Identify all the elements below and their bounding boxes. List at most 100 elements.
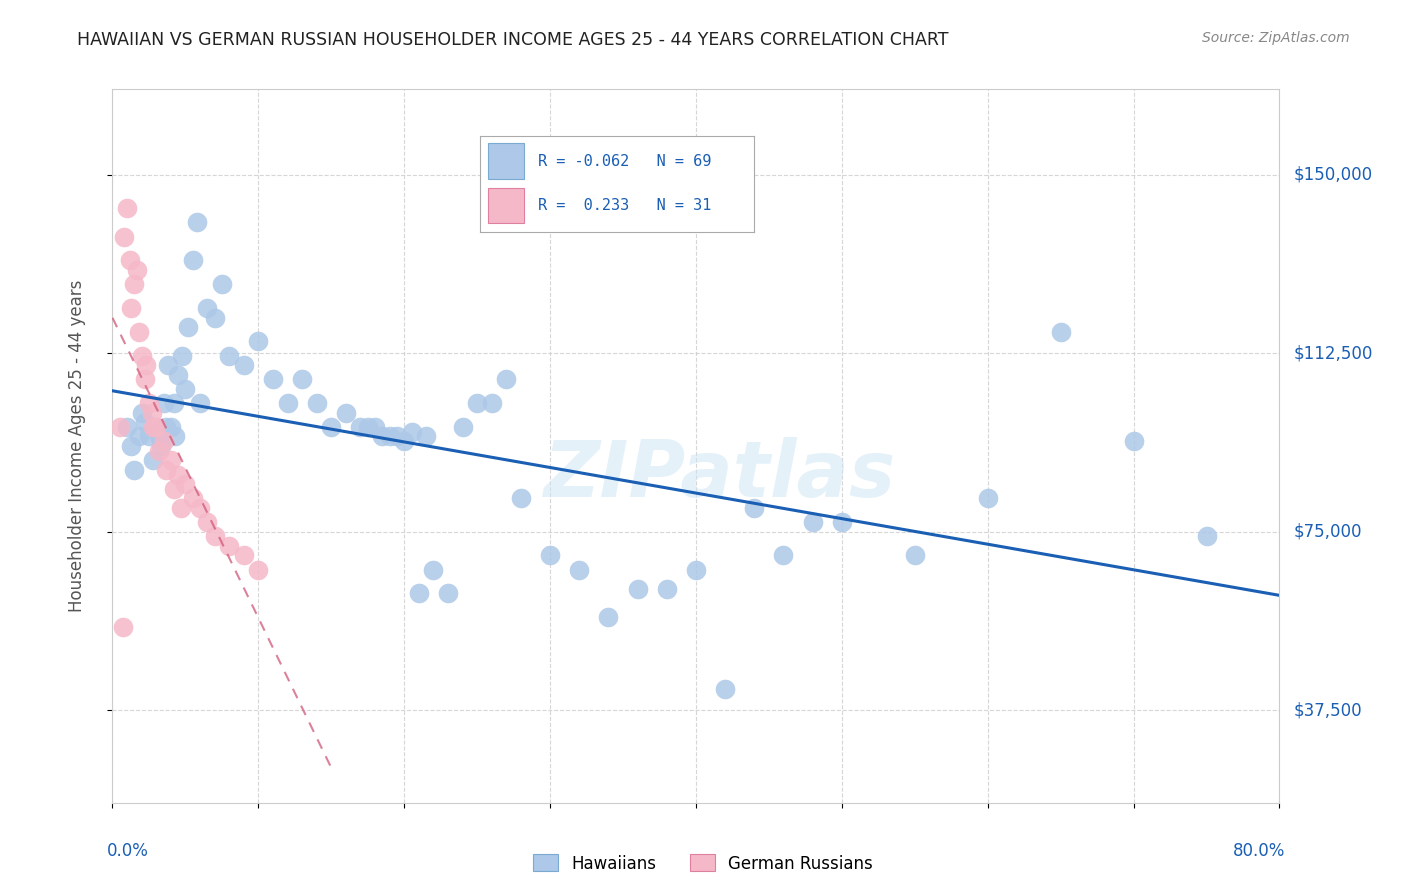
Point <box>156 358 179 372</box>
Point <box>177 320 200 334</box>
Point <box>124 463 146 477</box>
Point <box>145 420 167 434</box>
Point <box>1122 434 1144 449</box>
Point <box>160 420 183 434</box>
Point <box>801 515 824 529</box>
Point <box>495 372 517 386</box>
Point <box>451 420 474 434</box>
Point <box>262 372 284 386</box>
Point <box>111 620 134 634</box>
Text: HAWAIIAN VS GERMAN RUSSIAN HOUSEHOLDER INCOME AGES 25 - 44 YEARS CORRELATION CHA: HAWAIIAN VS GERMAN RUSSIAN HOUSEHOLDER I… <box>77 31 949 49</box>
Point <box>714 681 737 696</box>
Point <box>188 500 211 515</box>
Point <box>218 539 240 553</box>
Point <box>321 420 343 434</box>
Point <box>685 563 707 577</box>
Point <box>163 396 186 410</box>
Point <box>422 563 444 577</box>
Text: ZIPatlas: ZIPatlas <box>543 436 896 513</box>
Point <box>976 491 998 506</box>
Point <box>172 349 194 363</box>
Point <box>357 420 380 434</box>
Point <box>155 463 177 477</box>
Point <box>149 439 172 453</box>
Point <box>772 549 794 563</box>
Point <box>138 396 160 410</box>
Point <box>598 610 620 624</box>
Point <box>131 349 153 363</box>
Point <box>291 372 314 386</box>
Point <box>394 434 416 449</box>
Point <box>408 586 430 600</box>
Point <box>218 349 240 363</box>
Point <box>195 515 218 529</box>
Point <box>152 396 174 410</box>
Point <box>204 529 226 543</box>
Point <box>141 406 163 420</box>
Point <box>1195 529 1218 543</box>
Point <box>232 358 254 372</box>
Point <box>142 453 165 467</box>
Point <box>655 582 678 596</box>
Point <box>152 434 174 449</box>
Y-axis label: Householder Income Ages 25 - 44 years: Householder Income Ages 25 - 44 years <box>67 280 86 612</box>
Point <box>465 396 488 410</box>
Point <box>335 406 357 420</box>
Text: $75,000: $75,000 <box>1294 523 1362 541</box>
Point <box>277 396 299 410</box>
Point <box>904 549 927 563</box>
Point <box>364 420 387 434</box>
Point <box>401 425 423 439</box>
Point <box>371 429 394 443</box>
Point <box>1049 325 1071 339</box>
Point <box>415 429 437 443</box>
Point <box>247 563 270 577</box>
Point <box>148 443 170 458</box>
Point <box>134 372 156 386</box>
Point <box>305 396 328 410</box>
Point <box>128 325 150 339</box>
Point <box>378 429 401 443</box>
Point <box>155 420 177 434</box>
Point <box>211 277 233 292</box>
Point <box>481 396 503 410</box>
Point <box>174 477 197 491</box>
Point <box>204 310 226 325</box>
Point <box>437 586 460 600</box>
Point <box>627 582 650 596</box>
Point <box>124 277 146 292</box>
Point <box>108 420 131 434</box>
Point <box>163 482 186 496</box>
Point <box>145 420 167 434</box>
Text: Source: ZipAtlas.com: Source: ZipAtlas.com <box>1202 31 1350 45</box>
Point <box>509 491 531 506</box>
Point <box>232 549 254 563</box>
Point <box>127 263 149 277</box>
Text: $112,500: $112,500 <box>1294 344 1372 362</box>
Point <box>148 429 170 443</box>
Text: 0.0%: 0.0% <box>107 842 149 860</box>
Point <box>142 420 165 434</box>
Point <box>181 491 204 506</box>
Point <box>186 215 208 229</box>
Point <box>247 334 270 349</box>
Point <box>568 563 591 577</box>
Point <box>188 396 211 410</box>
Point <box>181 253 204 268</box>
Point <box>831 515 853 529</box>
Point <box>165 429 187 443</box>
Text: $37,500: $37,500 <box>1294 701 1362 719</box>
Point <box>744 500 766 515</box>
Point <box>115 201 138 215</box>
Point <box>160 453 183 467</box>
Point <box>120 301 142 315</box>
Point <box>120 439 142 453</box>
Point <box>128 429 150 443</box>
Point <box>135 358 157 372</box>
Point <box>118 253 141 268</box>
Point <box>167 368 190 382</box>
Point <box>112 229 135 244</box>
Point <box>349 420 371 434</box>
Point <box>170 500 193 515</box>
Point <box>131 406 153 420</box>
